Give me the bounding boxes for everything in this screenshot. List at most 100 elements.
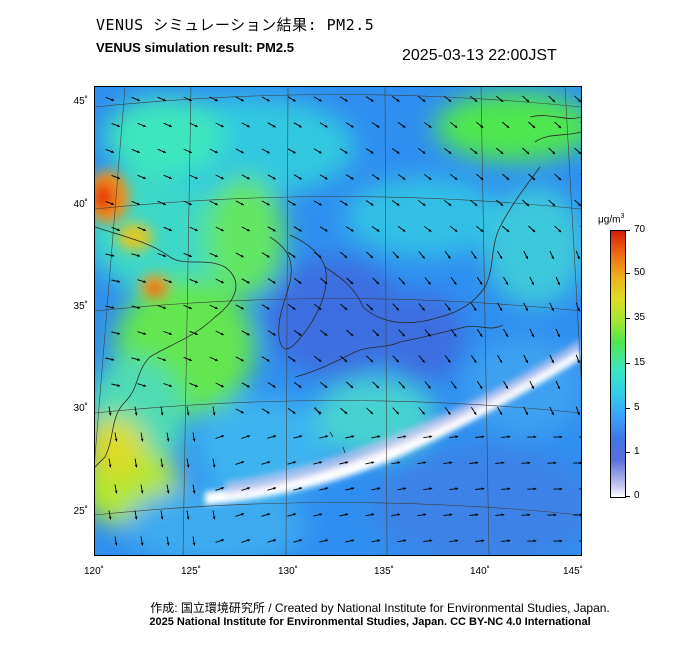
wind-vector-head <box>533 487 537 491</box>
wind-vector-head <box>186 516 190 520</box>
wind-vector-head <box>396 359 399 363</box>
wind-vector-head <box>266 306 270 310</box>
wind-vector-head <box>266 150 270 154</box>
wind-vector-head <box>351 435 355 438</box>
wind-vector-head <box>558 125 562 129</box>
wind-vector-head <box>318 98 322 102</box>
wind-vector-head <box>370 411 373 415</box>
wind-vector-head <box>272 332 276 336</box>
wind-vector-head <box>351 487 355 490</box>
lat-label-40: 40˚ <box>73 199 88 210</box>
wind-vector-head <box>108 516 112 520</box>
wind-vector-head <box>186 412 190 416</box>
wind-vector-head <box>246 176 250 180</box>
wind-vector-head <box>325 487 329 490</box>
wind-vector-head <box>499 359 502 363</box>
wind-vector-head <box>506 177 510 180</box>
wind-vector-head <box>480 177 484 180</box>
wind-vector-head <box>402 333 405 337</box>
colorbar-unit: μg/m3 <box>598 213 625 226</box>
wind-vector-head <box>480 229 484 232</box>
wind-vector-head <box>505 385 508 389</box>
wind-vector-head <box>160 516 164 520</box>
wind-vector-head <box>168 228 172 232</box>
wind-vector-head <box>318 359 322 362</box>
wind-vector-head <box>214 254 218 258</box>
wind-vector-head <box>558 229 562 233</box>
wind-vector-head <box>188 202 192 206</box>
wind-vector-head <box>169 332 172 335</box>
wind-vector-head <box>220 124 224 128</box>
wind-vector-head <box>272 228 276 232</box>
wind-vector-head <box>221 435 224 438</box>
wind-vector-head <box>500 203 504 206</box>
wind-vector-head <box>527 513 531 517</box>
wind-vector-head <box>266 358 270 362</box>
wind-vector-head <box>376 385 379 389</box>
wind-vector-head <box>143 384 147 387</box>
wind-vector-head <box>453 281 457 285</box>
timestamp: 2025-03-13 22:00JST <box>402 47 557 64</box>
wind-vector-head <box>551 412 554 416</box>
wind-vector-head <box>499 307 502 311</box>
wind-vector-head <box>474 203 478 206</box>
colorbar-label-15: 15 <box>634 357 646 368</box>
wind-vector-head <box>350 333 354 336</box>
wind-vector-head <box>168 176 172 180</box>
wind-vector-head <box>475 461 479 465</box>
wind-vector-head <box>247 487 251 490</box>
wind-vector-head <box>474 99 478 102</box>
wind-vector-head <box>162 202 166 206</box>
wind-vector-head <box>140 490 144 494</box>
wind-vector-head <box>532 125 536 128</box>
wind-vectors <box>105 95 581 546</box>
wind-vector-head <box>428 125 432 128</box>
wind-vector-head <box>240 202 244 206</box>
wind-vector-head <box>214 98 218 102</box>
wind-vector-head <box>473 411 477 415</box>
wind-vector-head <box>324 281 328 284</box>
colorbar-label-35: 35 <box>634 312 646 323</box>
wind-vector-head <box>505 333 508 337</box>
wind-vector-head <box>526 151 530 154</box>
wind-vector-head <box>117 228 120 231</box>
wind-vector-head <box>266 254 270 258</box>
wind-vector-head <box>351 539 355 542</box>
wind-vector-head <box>188 150 192 154</box>
lat-label-25: 25˚ <box>73 506 88 517</box>
wind-vector-head <box>396 255 399 259</box>
wind-vector-head <box>325 539 329 542</box>
wind-vector-head <box>552 151 556 155</box>
wind-vector-head <box>273 539 277 542</box>
wind-vector-head <box>299 487 303 490</box>
colorbar-tick <box>625 408 630 409</box>
wind-vector-head <box>423 461 427 465</box>
wind-vector-head <box>397 461 401 465</box>
wind-vector-head <box>240 410 244 414</box>
wind-vector-head <box>192 438 196 442</box>
wind-vector-head <box>579 513 581 517</box>
wind-vector-head <box>298 384 302 388</box>
wind-vector-head <box>527 461 531 465</box>
wind-vector-head <box>194 332 198 336</box>
wind-vector-head <box>247 435 251 438</box>
wind-vector-head <box>189 254 192 257</box>
wind-vector-head <box>344 150 348 154</box>
wind-vector-head <box>447 307 451 311</box>
wind-vector-head <box>551 308 554 312</box>
wind-vector-head <box>429 539 433 543</box>
wind-vector-head <box>454 177 458 180</box>
wind-vector-head <box>293 513 297 516</box>
wind-vector-head <box>267 461 271 464</box>
wind-vector-head <box>163 254 166 257</box>
wind-vector-head <box>578 203 581 207</box>
wind-vector-head <box>117 384 121 387</box>
wind-vector-head <box>143 280 147 283</box>
wind-vector-head <box>324 385 328 388</box>
wind-vector-head <box>134 516 138 520</box>
wind-vector-head <box>422 150 426 154</box>
wind-vector-head <box>370 359 373 363</box>
wind-vector-head <box>481 435 485 439</box>
wind-vector-head <box>370 202 374 206</box>
wind-vector-head <box>557 386 560 390</box>
